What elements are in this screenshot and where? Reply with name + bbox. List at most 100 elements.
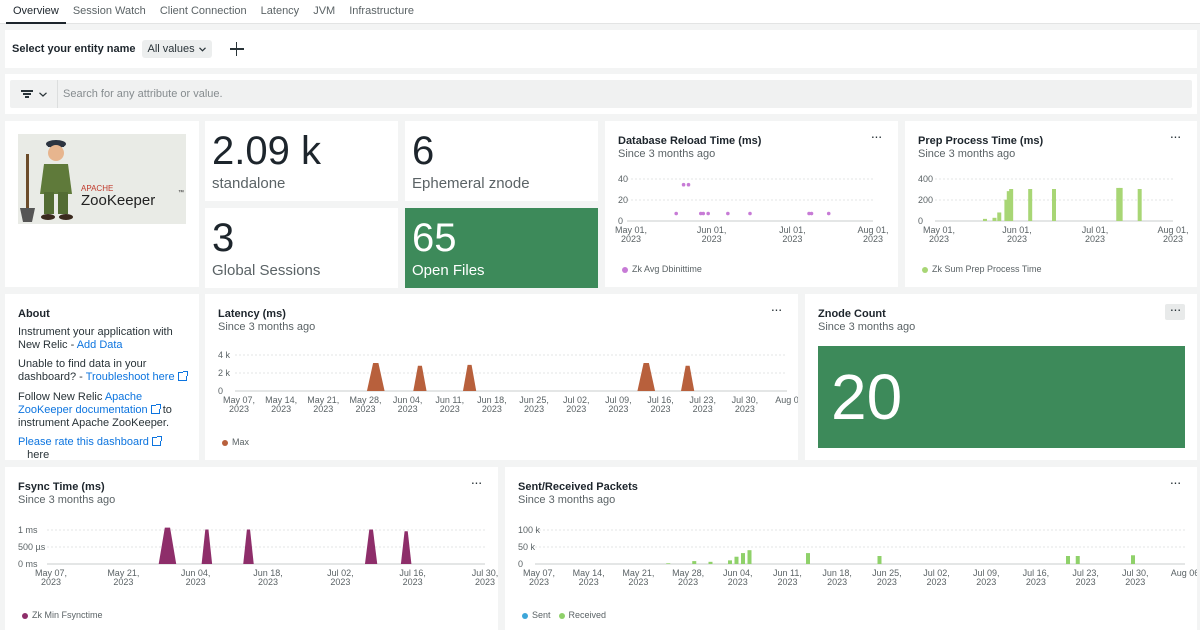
x-tick-label: Jun 01,: [697, 225, 727, 235]
more-options-icon[interactable]: ···: [870, 128, 883, 144]
data-point: [726, 211, 730, 216]
chart-subtitle: Since 3 months ago: [18, 494, 116, 506]
add-data-link[interactable]: Add Data: [76, 339, 123, 351]
tab-client-connection[interactable]: Client Connection: [159, 5, 247, 17]
x-tick-label: 2023: [628, 577, 648, 587]
troubleshoot-link[interactable]: Troubleshoot here: [85, 371, 175, 383]
legend-item[interactable]: Zk Sum Prep Process Time: [922, 264, 1042, 274]
data-point: [748, 211, 752, 216]
bar: [747, 550, 752, 564]
legend-item[interactable]: Zk Min Fsynctime: [22, 610, 103, 620]
search-panel: [5, 74, 1197, 114]
x-tick-label: May 21,: [107, 568, 139, 578]
x-tick-label: May 14,: [265, 395, 297, 405]
tab-infrastructure[interactable]: Infrastructure: [349, 5, 414, 17]
x-tick-label: Jul 30,: [732, 395, 759, 405]
x-tick-label: Jun 25,: [872, 568, 902, 578]
x-tick-label: 2023: [728, 577, 748, 587]
tab-bar: Overview Session Watch Client Connection…: [0, 0, 1200, 24]
x-tick-label: May 07,: [523, 568, 555, 578]
external-link-icon: [177, 371, 188, 381]
chart-title: Database Reload Time (ms): [618, 135, 762, 147]
x-tick-label: 2023: [1026, 577, 1046, 587]
x-tick-label: 2023: [1163, 234, 1183, 244]
search-input[interactable]: [58, 88, 958, 100]
tab-session-watch[interactable]: Session Watch: [72, 5, 146, 17]
x-tick-label: 2023: [608, 404, 628, 414]
legend-item[interactable]: Zk Avg Dbinittime: [622, 264, 702, 274]
x-tick-label: 2023: [113, 577, 133, 587]
chart-title: Fsync Time (ms): [18, 481, 105, 493]
area-spike: [366, 363, 385, 391]
x-tick-label: 2023: [651, 404, 671, 414]
legend-item[interactable]: Received: [558, 610, 606, 620]
entity-filter-label: Select your entity name: [12, 43, 136, 55]
data-point: [809, 211, 814, 216]
logo-brand: APACHE: [81, 184, 113, 193]
entity-select[interactable]: All values: [141, 40, 212, 58]
x-tick-label: May 21,: [622, 568, 654, 578]
tab-jvm[interactable]: JVM: [313, 5, 336, 17]
x-tick-label: Jun 18,: [253, 568, 283, 578]
bar: [1028, 189, 1033, 221]
x-tick-label: 2023: [524, 404, 544, 414]
more-options-icon[interactable]: ···: [470, 474, 483, 490]
x-tick-label: 2023: [229, 404, 249, 414]
x-tick-label: Jun 18,: [822, 568, 852, 578]
bar: [1116, 187, 1121, 221]
more-options-icon[interactable]: ···: [770, 301, 783, 317]
entity-select-value: All values: [147, 43, 195, 55]
x-tick-label: 2023: [482, 404, 502, 414]
x-tick-label: 2023: [1125, 577, 1145, 587]
area-spike: [462, 364, 477, 391]
more-options-icon[interactable]: ···: [1165, 302, 1185, 320]
add-variable-icon[interactable]: [229, 42, 244, 56]
chart-subtitle: Since 3 months ago: [518, 494, 616, 506]
legend-label: Zk Sum Prep Process Time: [932, 264, 1042, 274]
x-tick-label: 2023: [777, 577, 797, 587]
legend-label: Zk Min Fsynctime: [32, 610, 103, 620]
y-tick-label: 20: [618, 195, 628, 205]
documentation-link[interactable]: Apache ZooKeeper documentation: [18, 391, 148, 416]
x-tick-label: Jun 04,: [181, 568, 211, 578]
x-tick-label: 2023: [827, 577, 847, 587]
x-tick-label: Jun 18,: [477, 395, 507, 405]
x-tick-label: Jul 02,: [327, 568, 354, 578]
area-spike: [681, 365, 695, 391]
x-tick-label: 2023: [976, 577, 996, 587]
bar: [734, 556, 739, 564]
billboard-value: 65: [412, 216, 457, 260]
x-tick-label: May 21,: [307, 395, 339, 405]
x-tick-label: 2023: [1076, 577, 1096, 587]
tab-latency[interactable]: Latency: [260, 5, 300, 17]
logo-card: APACHE ZooKeeper ™: [5, 121, 199, 287]
chart-title: Sent/Received Packets: [518, 481, 638, 493]
legend-item[interactable]: Max: [222, 437, 249, 447]
bar: [877, 556, 882, 564]
x-tick-label: Aug 0: [775, 395, 798, 405]
tab-overview[interactable]: Overview: [6, 0, 66, 24]
legend-label: Max: [232, 437, 250, 447]
data-point: [686, 182, 691, 187]
x-tick-label: Jun 25,: [519, 395, 549, 405]
chevron-down-icon: [198, 46, 206, 52]
billboard-value: 2.09 k: [212, 129, 321, 173]
more-options-icon[interactable]: ···: [1169, 128, 1182, 144]
area-spike: [413, 365, 427, 391]
x-tick-label: Jun 01,: [1002, 225, 1032, 235]
more-options-icon[interactable]: ···: [1169, 474, 1182, 490]
x-tick-label: May 07,: [223, 395, 255, 405]
filter-menu-button[interactable]: [10, 80, 58, 108]
rate-dashboard-link[interactable]: Please rate this dashboard: [18, 436, 149, 448]
x-tick-label: Jun 04,: [723, 568, 753, 578]
data-point: [681, 182, 686, 187]
about-docs: Follow New Relic Apache ZooKeeper docume…: [18, 391, 172, 429]
legend-item[interactable]: Sent: [522, 610, 551, 620]
bar: [708, 561, 713, 564]
bar: [806, 553, 810, 564]
chart-subtitle: Since 3 months ago: [818, 321, 916, 333]
x-tick-label: Aug 01,: [1157, 225, 1188, 235]
